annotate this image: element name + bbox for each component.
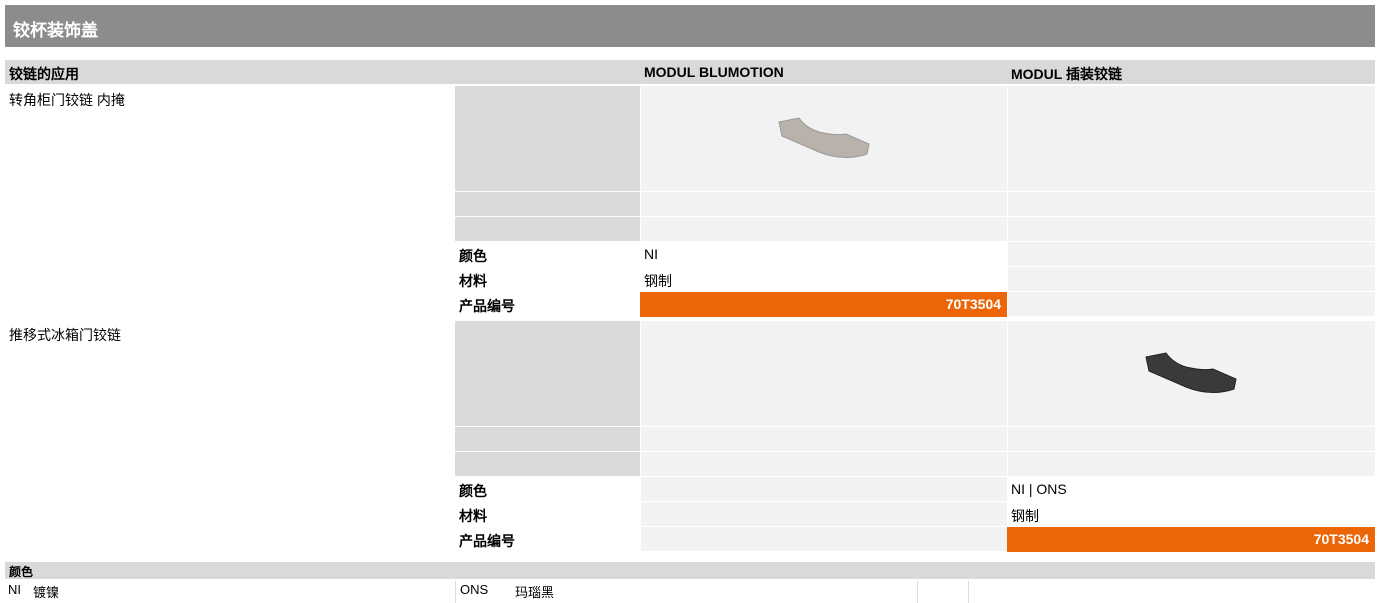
legend-code: ONS (460, 582, 489, 597)
attribute-label: 材料 (459, 273, 487, 289)
cell (640, 452, 1007, 477)
column-header: MODUL 插装铰链 (1007, 60, 1375, 84)
legend-divider (917, 581, 918, 603)
cell (640, 477, 1007, 502)
cell (1007, 452, 1375, 477)
legend-name: 玛瑙黑 (515, 585, 555, 600)
cell (1007, 86, 1375, 192)
cell (455, 321, 640, 427)
cell (640, 217, 1007, 242)
cell (455, 452, 640, 477)
legend-header: 颜色 (5, 562, 1375, 579)
application-label: 推移式冰箱门铰链 (9, 327, 121, 343)
attribute-value: NI | ONS (1011, 481, 1067, 497)
attribute-label: 产品编号 (459, 533, 515, 549)
cell (455, 217, 640, 242)
cell (640, 527, 1007, 552)
product-image (777, 117, 870, 158)
product-number: 70T3504 (640, 292, 1007, 317)
cell (455, 192, 640, 217)
cell (1007, 427, 1375, 452)
column-header: MODUL BLUMOTION (640, 60, 1007, 84)
attribute-label: 颜色 (459, 483, 487, 499)
cell (640, 321, 1007, 427)
cell (1007, 192, 1375, 217)
column-header: 铰链的应用 (5, 60, 640, 84)
cell (1007, 267, 1375, 292)
product-number: 70T3504 (1007, 527, 1375, 552)
legend-divider (455, 581, 456, 603)
cell (455, 86, 640, 192)
attribute-label: 颜色 (459, 248, 487, 264)
legend-code: NI (8, 582, 21, 597)
cell (1007, 292, 1375, 317)
cell (1007, 217, 1375, 242)
attribute-value: 钢制 (1011, 508, 1039, 524)
product-image (1144, 352, 1237, 393)
cell (1007, 242, 1375, 267)
cell (640, 427, 1007, 452)
attribute-value: NI (644, 246, 658, 262)
attribute-label: 产品编号 (459, 298, 515, 314)
legend-name: 镀镍 (33, 585, 60, 600)
title-bar: 铰杯装饰盖 (5, 5, 1375, 47)
cell (640, 502, 1007, 527)
cell (455, 427, 640, 452)
attribute-value: 钢制 (644, 273, 672, 289)
cell (640, 192, 1007, 217)
legend-divider (968, 581, 969, 603)
attribute-label: 材料 (459, 508, 487, 524)
application-label: 转角柜门铰链 内掩 (9, 92, 125, 108)
